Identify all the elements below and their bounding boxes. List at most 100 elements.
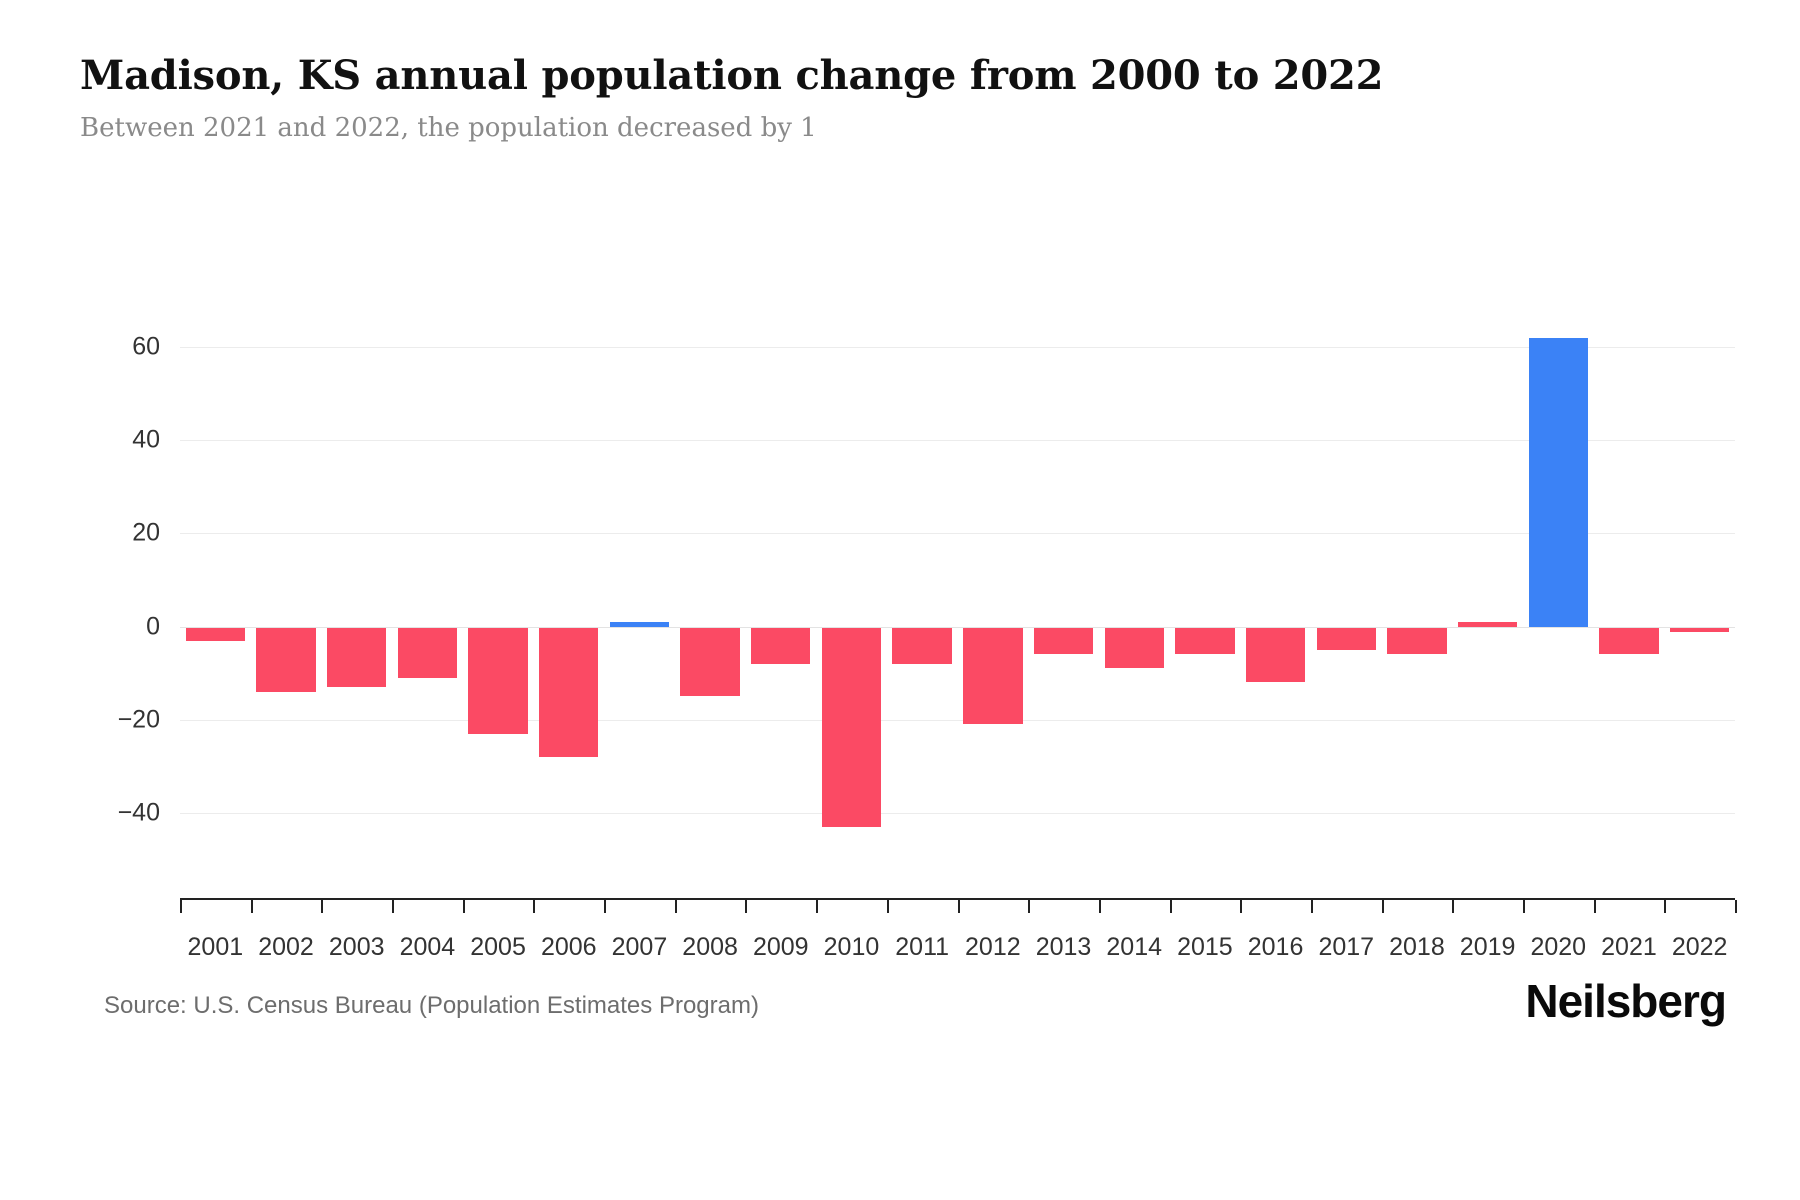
x-tick-label-2018: 2018 <box>1389 933 1445 961</box>
bar-2014[interactable] <box>1104 626 1164 669</box>
bar-slot[interactable] <box>1594 310 1665 850</box>
x-tick-label-2022: 2022 <box>1671 933 1728 961</box>
bar-slot[interactable] <box>1382 310 1453 850</box>
x-tick-mark <box>1098 900 1101 913</box>
x-tick-mark <box>1522 900 1525 913</box>
source-note: Source: U.S. Census Bureau (Population E… <box>104 992 759 1019</box>
y-tick-label: −40 <box>117 798 160 827</box>
bar-slot[interactable] <box>604 310 675 850</box>
bar-slot[interactable] <box>1099 310 1170 850</box>
bar-2013[interactable] <box>1033 626 1094 655</box>
bar-2008[interactable] <box>680 626 740 697</box>
bar-slot[interactable] <box>745 310 816 850</box>
bar-slot[interactable] <box>1240 310 1311 850</box>
bar-slot[interactable] <box>180 310 251 850</box>
x-tick-mark <box>1028 900 1031 913</box>
bar-2020[interactable] <box>1528 337 1588 627</box>
bar-2004[interactable] <box>397 626 458 678</box>
plot-area: 60 40 20 0 −20 −40 <box>0 250 1800 910</box>
bar-slot[interactable] <box>1028 310 1099 850</box>
x-tick-mark <box>1664 900 1667 913</box>
x-tick-mark <box>674 900 677 913</box>
bar-2011[interactable] <box>892 626 952 664</box>
x-tick-label-2003: 2003 <box>328 933 385 961</box>
x-tick-mark <box>533 900 536 913</box>
x-tick-mark <box>1735 900 1737 913</box>
bar-slot[interactable] <box>1664 310 1735 850</box>
bar-2005[interactable] <box>468 626 528 734</box>
bar-slot[interactable] <box>321 310 392 850</box>
bar-2010[interactable] <box>821 626 882 827</box>
bar-slot[interactable] <box>533 310 604 850</box>
x-tick-label-2006: 2006 <box>540 933 597 961</box>
bar-series <box>180 310 1735 850</box>
x-tick-label-2010: 2010 <box>823 933 880 961</box>
bar-2018[interactable] <box>1387 626 1447 655</box>
bar-2001[interactable] <box>185 626 245 641</box>
bar-slot[interactable] <box>251 310 322 850</box>
bar-slot[interactable] <box>958 310 1029 850</box>
x-tick-label-2009: 2009 <box>752 933 809 961</box>
x-tick-label-2014: 2014 <box>1106 933 1163 961</box>
y-tick-label: 0 <box>146 612 160 641</box>
x-tick-mark <box>1169 900 1172 913</box>
bar-slot[interactable] <box>1170 310 1241 850</box>
x-tick-mark <box>1310 900 1313 913</box>
bar-2015[interactable] <box>1175 626 1235 655</box>
x-tick-mark <box>816 900 819 913</box>
bar-slot[interactable] <box>887 310 958 850</box>
x-tick-mark <box>180 900 182 913</box>
x-tick-label-2002: 2002 <box>258 933 314 961</box>
x-tick-label-2020: 2020 <box>1530 933 1587 961</box>
bar-2007[interactable] <box>609 621 670 627</box>
x-tick-mark <box>1452 900 1455 913</box>
x-tick-mark <box>886 900 889 913</box>
bar-slot[interactable] <box>1311 310 1382 850</box>
bar-2012[interactable] <box>963 626 1023 725</box>
x-tick-mark <box>1240 900 1243 913</box>
bar-slot[interactable] <box>816 310 887 850</box>
y-tick-label: −20 <box>117 705 160 734</box>
x-tick-mark <box>1381 900 1384 913</box>
x-tick-mark <box>321 900 324 913</box>
x-tick-label-2007: 2007 <box>611 933 668 961</box>
bar-2019[interactable] <box>1457 621 1518 627</box>
x-tick-label-2015: 2015 <box>1177 933 1233 961</box>
x-tick-mark <box>462 900 465 913</box>
page-title: Madison, KS annual population change fro… <box>80 52 1384 99</box>
x-tick-label-2016: 2016 <box>1247 933 1304 961</box>
gridline <box>180 533 1735 535</box>
bar-2022[interactable] <box>1669 626 1730 632</box>
brand-logo: Neilsberg <box>1525 975 1727 1027</box>
y-tick-label: 60 <box>132 332 160 361</box>
bar-2017[interactable] <box>1316 626 1376 650</box>
gridline <box>180 440 1735 442</box>
x-tick-mark <box>250 900 253 913</box>
bar-2021[interactable] <box>1599 626 1659 655</box>
x-tick-label-2004: 2004 <box>399 933 456 961</box>
plot-canvas <box>180 310 1735 850</box>
x-tick-mark <box>604 900 607 913</box>
x-tick-mark <box>1593 900 1596 913</box>
gridline <box>180 347 1735 349</box>
y-tick-label: 40 <box>132 425 160 454</box>
bar-slot[interactable] <box>463 310 534 850</box>
x-tick-label-2019: 2019 <box>1459 933 1516 961</box>
y-tick-label: 20 <box>132 518 160 547</box>
x-tick-mark <box>745 900 748 913</box>
x-tick-label-2021: 2021 <box>1601 933 1657 961</box>
bar-slot[interactable] <box>1452 310 1523 850</box>
bar-2016[interactable] <box>1245 626 1306 683</box>
bar-slot[interactable] <box>1523 310 1594 850</box>
x-tick-label-2012: 2012 <box>965 933 1021 961</box>
x-tick-label-2017: 2017 <box>1318 933 1375 961</box>
bar-2002[interactable] <box>256 626 316 692</box>
bar-2006[interactable] <box>539 626 599 757</box>
bar-2009[interactable] <box>751 626 811 664</box>
x-tick-label-2005: 2005 <box>470 933 526 961</box>
bar-slot[interactable] <box>392 310 463 850</box>
x-tick-label-2001: 2001 <box>187 933 244 961</box>
bar-slot[interactable] <box>675 310 746 850</box>
bar-2003[interactable] <box>327 626 387 688</box>
